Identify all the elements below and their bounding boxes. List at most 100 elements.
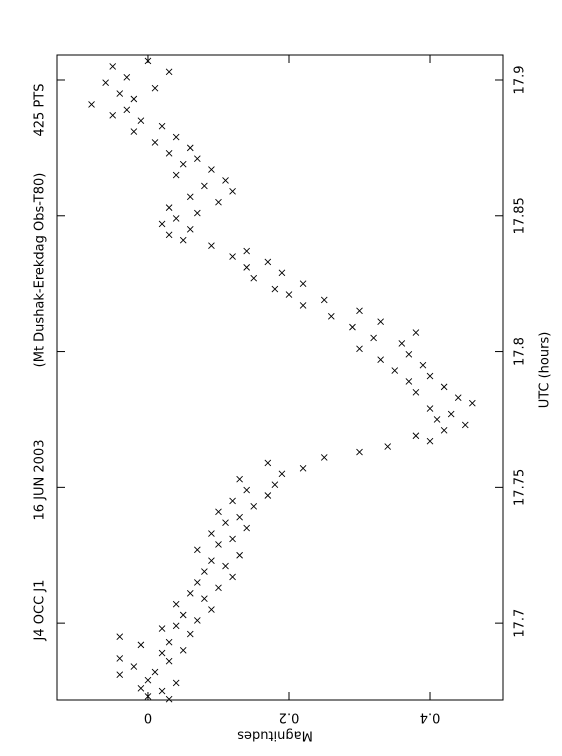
- data-point: [440, 383, 448, 391]
- points-count: 425 PTS: [33, 84, 48, 137]
- data-point: [165, 657, 173, 665]
- data-point: [447, 410, 455, 418]
- data-point: [208, 530, 215, 537]
- data-point: [194, 617, 201, 624]
- data-point: [469, 399, 476, 407]
- data-point: [201, 182, 208, 190]
- data-point: [327, 312, 335, 320]
- data-point: [130, 128, 138, 135]
- data-point: [278, 470, 286, 478]
- data-point: [433, 416, 441, 423]
- data-point: [88, 101, 95, 108]
- data-point: [461, 421, 469, 429]
- data-point: [208, 166, 215, 173]
- data-point: [377, 356, 384, 364]
- y-tick-label: 0: [144, 710, 152, 725]
- data-point: [137, 641, 145, 649]
- data-point: [370, 334, 377, 342]
- data-point: [419, 361, 427, 369]
- data-point: [144, 693, 152, 700]
- data-point: [116, 655, 124, 662]
- data-point: [299, 280, 307, 287]
- data-point: [194, 155, 201, 163]
- data-point: [278, 269, 286, 277]
- data-point: [172, 171, 180, 179]
- data-point: [215, 584, 222, 592]
- data-point: [236, 475, 243, 483]
- data-point: [208, 606, 215, 613]
- data-point: [165, 149, 173, 157]
- data-point: [391, 367, 399, 374]
- data-point: [285, 291, 293, 298]
- data-point: [144, 676, 152, 684]
- data-point: [229, 253, 236, 260]
- data-point: [243, 486, 251, 494]
- data-point: [454, 394, 462, 402]
- data-point: [158, 220, 166, 228]
- x-tick-label: 17.75: [513, 469, 528, 506]
- data-point: [165, 638, 173, 646]
- data-point: [222, 519, 229, 526]
- chart-title: J4 OCC J1: [33, 580, 48, 642]
- data-point: [222, 562, 229, 570]
- data-point: [172, 133, 180, 141]
- data-point: [229, 497, 236, 505]
- data-point: [158, 649, 166, 657]
- x-axis-label: UTC (hours): [538, 332, 553, 409]
- data-point: [236, 551, 243, 559]
- x-tick-label: 17.7: [513, 609, 528, 638]
- data-point: [186, 630, 194, 638]
- data-point: [116, 90, 124, 97]
- data-point: [264, 258, 272, 266]
- data-point: [165, 68, 173, 76]
- data-point: [356, 307, 363, 315]
- x-tick-label: 17.85: [513, 197, 528, 234]
- data-point: [384, 443, 392, 450]
- chart-subtitle: 16 JUN 2003: [33, 440, 48, 521]
- y-tick-label: 0.2: [279, 710, 300, 725]
- data-point: [172, 622, 180, 630]
- data-point: [194, 579, 201, 586]
- data-point: [440, 427, 448, 434]
- data-point: [356, 448, 363, 456]
- data-point: [250, 274, 258, 282]
- observatory: (Mt Dushak-Erekdag Obs-T80): [33, 173, 48, 368]
- data-point: [299, 302, 307, 309]
- data-point: [179, 611, 187, 619]
- data-point: [426, 437, 434, 445]
- data-point: [271, 481, 279, 488]
- data-point: [356, 345, 363, 353]
- data-point: [243, 524, 251, 532]
- data-point: [412, 329, 420, 336]
- data-point: [123, 73, 131, 81]
- data-point: [123, 106, 131, 114]
- data-point: [264, 459, 272, 467]
- data-point: [215, 198, 222, 206]
- x-tick-label: 17.8: [513, 337, 528, 366]
- data-point: [165, 204, 173, 211]
- data-point: [172, 215, 180, 222]
- data-point: [243, 247, 251, 255]
- data-point: [320, 454, 328, 461]
- data-point: [243, 264, 251, 271]
- x-tick-label: 17.9: [513, 66, 528, 95]
- data-point: [264, 492, 272, 499]
- data-point: [229, 535, 236, 543]
- data-point: [186, 144, 194, 152]
- data-point: [130, 95, 138, 103]
- data-point: [109, 63, 117, 70]
- data-point: [165, 695, 173, 703]
- plot-frame: [56, 54, 504, 701]
- data-point: [194, 209, 201, 217]
- data-point: [109, 111, 117, 119]
- data-point: [194, 546, 201, 554]
- data-point: [151, 84, 159, 92]
- y-axis-label: Magnitudes: [237, 728, 313, 743]
- data-point: [186, 226, 194, 233]
- data-point: [299, 465, 307, 472]
- data-point: [158, 625, 166, 632]
- data-point: [179, 236, 187, 244]
- data-point: [186, 589, 194, 597]
- data-point: [151, 668, 159, 676]
